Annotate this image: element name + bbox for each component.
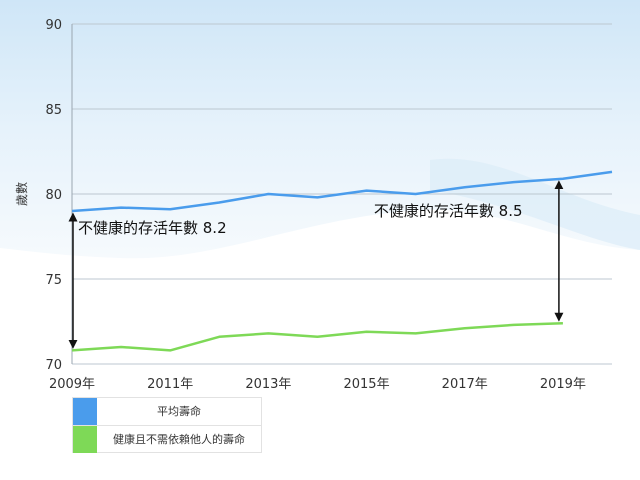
legend-label: 健康且不需依賴他人的壽命: [113, 433, 245, 446]
series-line-life-expectancy: [71, 170, 613, 213]
legend-swatch-blue: [73, 398, 97, 425]
y-tick-label: 70: [45, 358, 62, 373]
series: [71, 170, 613, 352]
y-tick-label: 90: [45, 18, 62, 33]
y-tick-label: 85: [45, 103, 62, 118]
legend-item-healthy-life: 健康且不需依賴他人的壽命: [73, 426, 261, 453]
x-tick-label: 2009年: [49, 377, 95, 392]
y-axis-label: 歲數: [15, 182, 29, 206]
x-tick-label: 2019年: [540, 377, 586, 392]
legend-item-life-expectancy: 平均壽命: [73, 398, 261, 426]
x-tick-label: 2013年: [245, 377, 291, 392]
x-tick-label: 2017年: [442, 377, 488, 392]
legend-label: 平均壽命: [157, 405, 201, 418]
grid: [72, 23, 612, 365]
x-tick-label: 2015年: [343, 377, 389, 392]
x-tick-label: 2011年: [147, 377, 193, 392]
y-tick-label: 75: [45, 273, 62, 288]
legend: 平均壽命 健康且不需依賴他人的壽命: [72, 397, 262, 453]
y-tick-label: 80: [45, 188, 62, 203]
annotation-label: 不健康的存活年數 8.2: [78, 219, 227, 237]
axes: 70 75 80 85 90 2009年 2011年 2013年 2015年 2017年 2019年…: [15, 18, 586, 392]
annotations: 不健康的存活年數 8.2 不健康的存活年數 8.5: [68, 180, 564, 349]
annotation-label: 不健康的存活年數 8.5: [374, 202, 523, 220]
legend-swatch-green: [73, 426, 97, 453]
series-line-healthy-life: [71, 321, 563, 352]
